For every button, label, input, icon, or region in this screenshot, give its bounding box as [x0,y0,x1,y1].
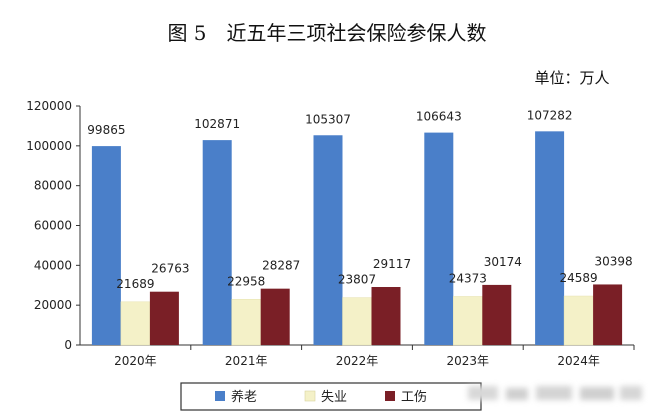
bar [482,284,512,345]
bar [260,288,290,345]
legend-swatch [215,391,225,401]
legend-box [180,382,482,411]
data-label: 21689 [116,277,154,291]
bar [202,140,232,345]
data-label: 26763 [151,262,189,276]
data-label: 22958 [227,274,265,288]
y-tick-label: 120000 [26,99,72,113]
data-label: 99865 [87,123,125,137]
bar [593,284,623,345]
data-label: 24373 [449,271,487,285]
bar [313,135,343,345]
x-tick-label: 2024年 [557,354,600,368]
bar [371,287,401,345]
data-label: 106643 [416,110,462,124]
data-label: 23807 [338,273,376,287]
legend-label: 工伤 [401,390,427,405]
data-label: 102871 [194,117,240,131]
x-tick-label: 2020年 [114,354,157,368]
data-label: 30398 [595,254,633,268]
bar [563,295,594,346]
y-tick-label: 80000 [34,179,72,193]
bar [424,132,454,345]
legend-label: 失业 [321,390,347,405]
bar [453,296,483,346]
x-tick-label: 2021年 [225,354,268,368]
bar [342,297,372,346]
legend-swatch [385,391,395,401]
y-tick-label: 60000 [34,219,72,233]
legend-swatch [304,390,316,402]
legend: 养老 失业 工伤 [180,382,482,411]
bar [535,131,565,345]
data-label: 28287 [262,259,300,273]
bar [231,299,261,346]
x-tick-label: 2022年 [336,354,379,368]
y-tick-label: 0 [64,338,72,352]
y-tick-label: 20000 [34,298,72,312]
axes: 0 20000 40000 60000 80000 100000 120000 2020年 20… [26,99,635,368]
watermark [468,386,642,400]
bar [149,291,179,345]
x-tick-label: 2023年 [447,354,490,368]
legend-label: 养老 [231,389,257,405]
chart-title: 图 5 近五年三项社会保险参保人数 [167,21,486,45]
y-tick-label: 40000 [34,258,72,272]
data-label: 29117 [373,257,411,271]
data-label: 30174 [484,255,522,269]
bar [91,146,121,345]
data-label: 24589 [560,271,598,285]
bar [120,301,151,346]
data-label: 107282 [527,108,573,122]
data-label: 105307 [305,112,351,126]
y-tick-label: 100000 [26,139,72,153]
unit-label: 单位：万人 [534,69,609,87]
